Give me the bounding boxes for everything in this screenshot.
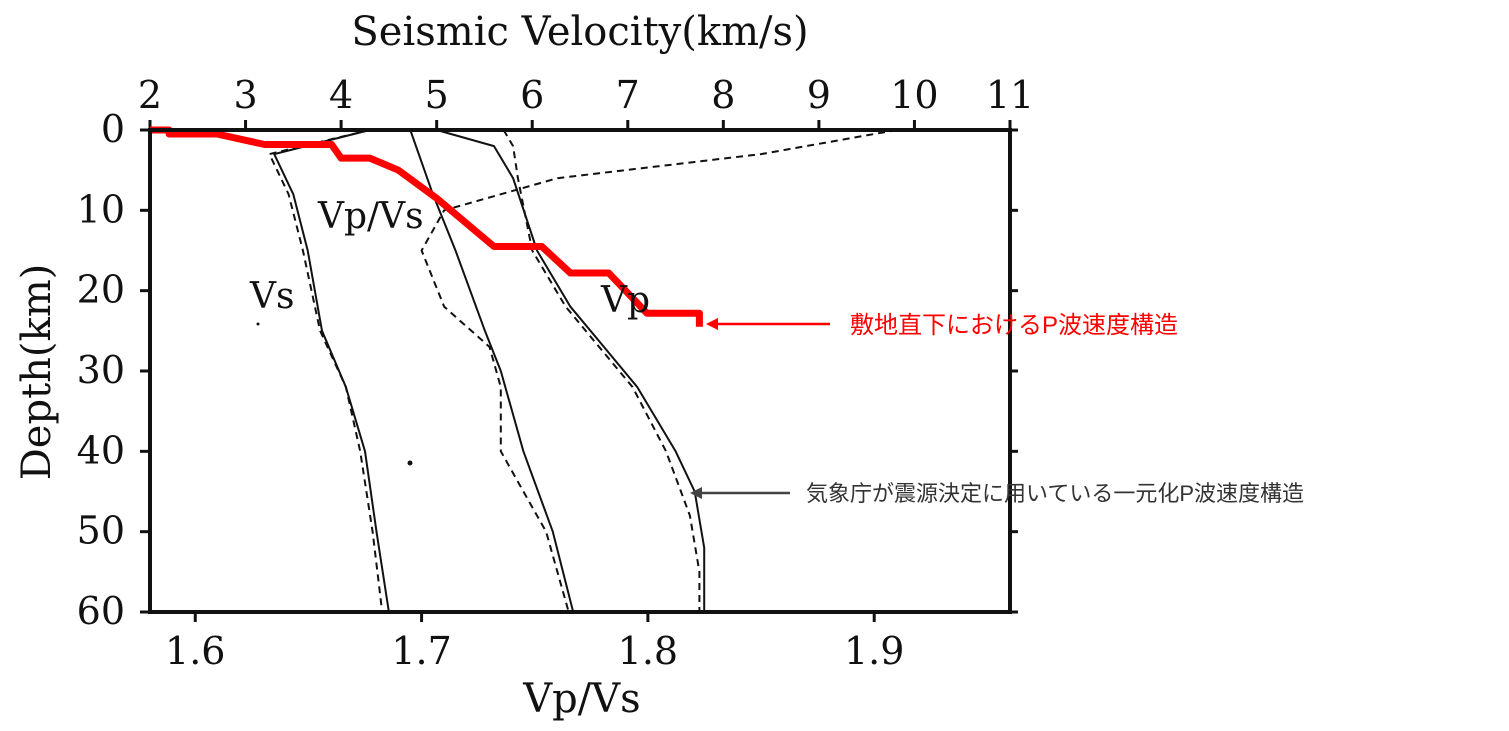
y-tick-label: 0 [101,107,125,151]
red-arrowhead [706,318,718,330]
bottom-tick-label: 1.7 [391,629,451,673]
series-vpvs-solid-4 [409,129,575,613]
y-tick-label: 10 [77,187,125,231]
dark-annotation-label: 気象庁が震源決定に用いている一元化P波速度構造 [806,481,1304,506]
series-velocity-solid-0 [273,129,390,613]
dark-arrowhead [690,487,702,499]
top-tick-label: 3 [233,73,257,117]
top-tick-label: 9 [807,73,831,117]
top-tick-label: 10 [890,73,938,117]
top-tick-label: 6 [520,73,544,117]
top-tick-label: 7 [616,73,640,117]
curve-label-vpvs: Vp/Vs [317,196,424,237]
y-tick-label: 30 [77,348,125,392]
series-site-p-velocity [150,126,703,327]
bottom-tick-label: 1.9 [844,629,904,673]
bottom-tick-label: 1.6 [165,629,225,673]
y-axis-ticks: 0 10 20 30 40 50 60 [77,107,1018,633]
bottom-axis-ticks: 1.6 1.7 1.8 1.9 [165,612,904,673]
series-velocity-dashed-3 [502,129,701,612]
series-velocity-dashed-1 [268,129,384,613]
plot-frame [148,128,1012,614]
curves [150,126,897,613]
curve-label-vs: Vs [249,276,294,317]
bottom-tick-label: 1.8 [618,629,678,673]
scan-speck [256,322,260,326]
series-velocity-solid-2 [436,129,706,612]
red-annotation-label: 敷地直下におけるP波速度構造 [850,312,1178,339]
series-vpvs-dashed-5 [420,129,897,613]
top-tick-label: 4 [329,73,353,117]
curve-label-vp: Vp [600,280,650,321]
bottom-axis-title: Vp/Vs [522,676,640,722]
y-tick-label: 20 [77,268,125,312]
y-tick-label: 60 [77,589,125,633]
y-axis-title: Depth(km) [14,264,60,481]
top-tick-label: 11 [986,73,1034,117]
top-tick-label: 8 [711,73,735,117]
top-tick-label: 2 [138,73,162,117]
top-tick-label: 5 [425,73,449,117]
scan-speck [407,460,413,466]
y-tick-label: 40 [77,428,125,472]
top-axis-ticks: 2 3 4 5 6 7 8 9 10 11 [138,73,1034,130]
y-tick-label: 50 [77,509,125,553]
top-axis-title: Seismic Velocity(km/s) [351,9,808,55]
